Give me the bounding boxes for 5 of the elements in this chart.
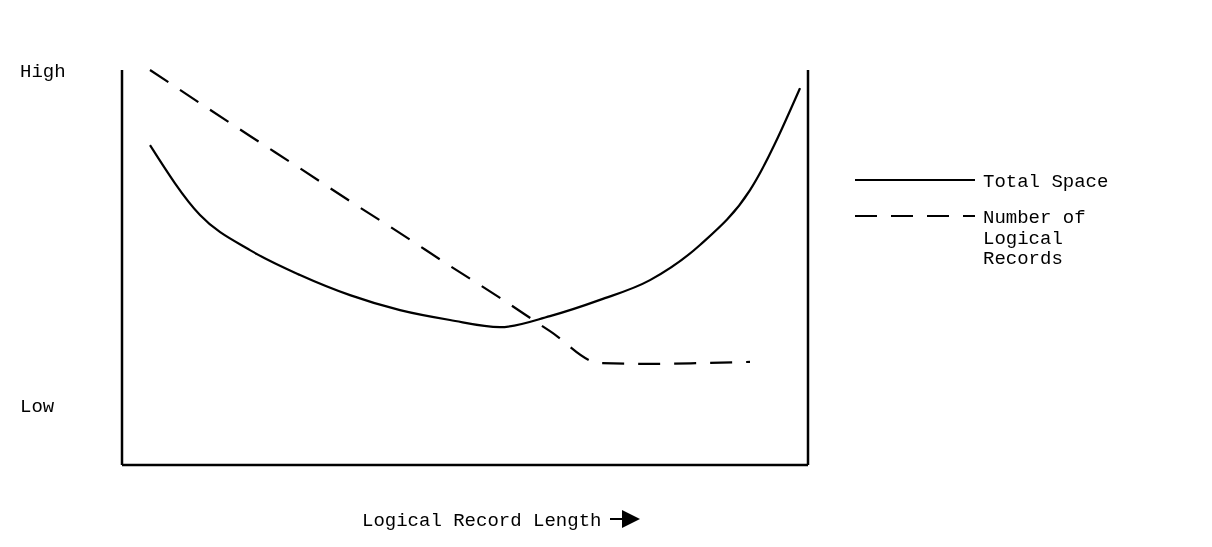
text: High — [20, 60, 66, 83]
text: Total Space — [983, 170, 1109, 193]
text: Number of Logical Records — [983, 206, 1086, 271]
x-axis-title: Logical Record Length — [362, 509, 602, 532]
text: Low — [20, 396, 55, 419]
